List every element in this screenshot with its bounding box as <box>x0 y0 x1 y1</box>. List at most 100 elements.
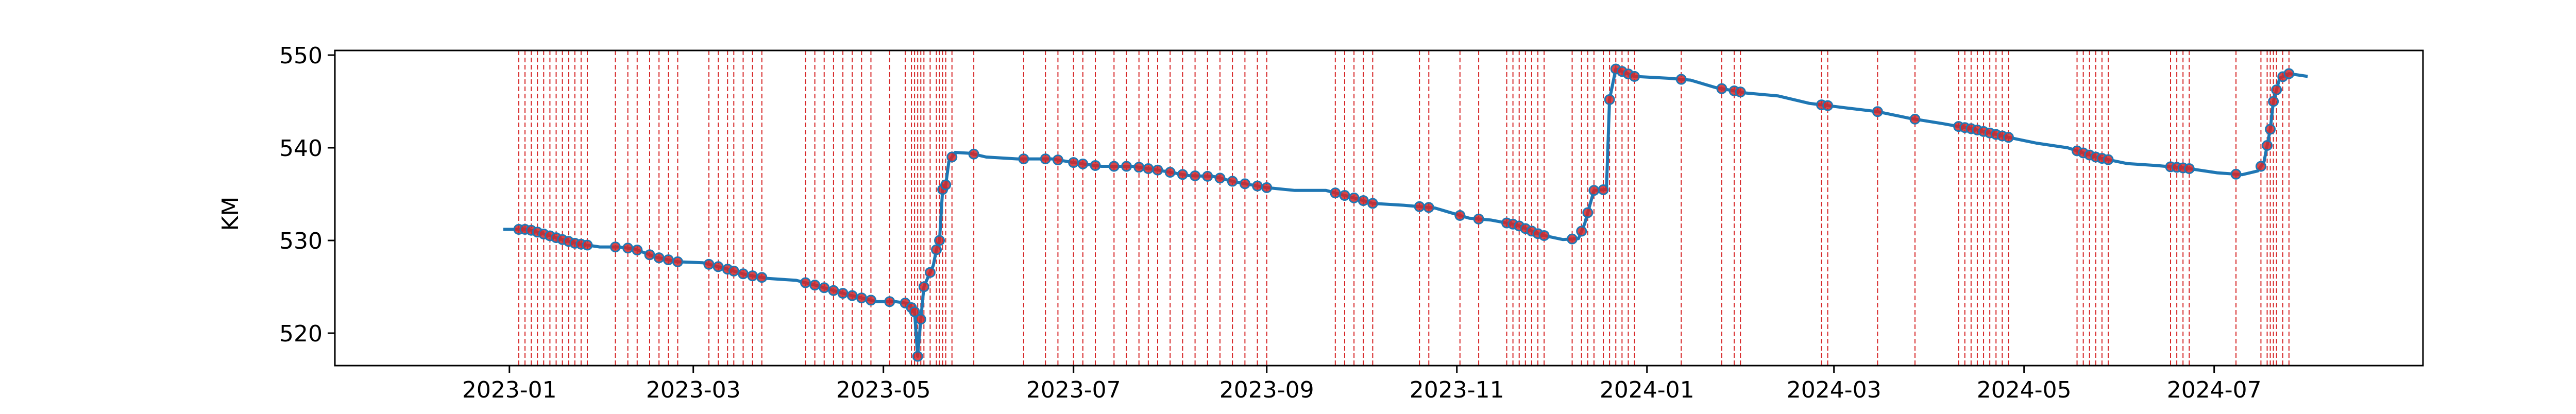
data-point <box>1252 180 1263 192</box>
data-point <box>713 261 724 272</box>
data-point <box>846 290 858 301</box>
data-point <box>2230 168 2242 180</box>
y-tick-label: 530 <box>279 228 323 254</box>
data-point <box>934 235 945 246</box>
axes-frame <box>334 49 2424 367</box>
data-point <box>2283 68 2295 79</box>
data-point <box>737 268 749 280</box>
data-point <box>1164 167 1176 178</box>
data-point <box>946 151 958 163</box>
data-point <box>703 258 715 270</box>
data-point <box>912 351 923 362</box>
y-axis: 520 530 540 550 <box>279 43 335 347</box>
data-point <box>1567 233 1578 245</box>
data-point <box>819 282 830 294</box>
data-point <box>2183 163 2195 174</box>
data-point <box>1108 161 1120 172</box>
data-point <box>918 281 929 292</box>
data-point <box>582 239 593 251</box>
data-point <box>1227 176 1238 187</box>
data-point <box>837 288 849 299</box>
data-point <box>2268 96 2279 107</box>
data-point <box>653 252 665 264</box>
data-point <box>1052 154 1063 166</box>
data-point <box>1202 170 1213 182</box>
data-point <box>1716 83 1727 94</box>
plot-area <box>503 50 2308 366</box>
y-axis-label: KM <box>217 197 244 231</box>
x-tick-label: 2024-03 <box>1787 377 1882 403</box>
data-point <box>1190 170 1201 181</box>
x-tick-label: 2023-01 <box>462 377 557 403</box>
data-point <box>672 256 683 267</box>
data-point <box>931 244 942 255</box>
x-tick-label: 2023-11 <box>1410 377 1504 403</box>
data-point <box>1582 207 1594 218</box>
y-tick-label: 540 <box>279 135 323 162</box>
data-point <box>1090 160 1101 171</box>
data-point <box>1068 157 1079 168</box>
data-point <box>1872 106 1883 117</box>
data-point <box>1423 202 1434 213</box>
data-point <box>809 280 821 291</box>
data-point <box>1414 201 1425 212</box>
data-point <box>884 296 895 307</box>
data-point <box>1909 113 1921 125</box>
data-point <box>1822 100 1834 111</box>
data-point <box>1538 230 1550 241</box>
data-point <box>1629 71 1640 82</box>
data-point <box>1177 169 1188 180</box>
x-tick-label: 2024-01 <box>1600 377 1694 403</box>
data-point <box>609 242 621 253</box>
data-point <box>1675 74 1687 85</box>
data-point <box>2103 154 2114 165</box>
data-point <box>2265 124 2276 135</box>
x-tick-label: 2023-05 <box>836 377 931 403</box>
data-point <box>1040 153 1051 165</box>
data-point <box>865 295 876 306</box>
data-point <box>756 272 768 283</box>
data-point <box>1133 162 1145 173</box>
data-point <box>644 249 655 261</box>
data-point <box>1367 198 1378 209</box>
data-point <box>856 292 867 304</box>
data-point <box>728 265 739 277</box>
y-tick-label: 520 <box>279 321 323 347</box>
x-tick-label: 2023-07 <box>1026 377 1121 403</box>
data-point <box>1598 184 1609 195</box>
data-point <box>915 314 926 325</box>
data-point <box>940 179 952 191</box>
data-point <box>968 148 979 160</box>
data-point <box>1604 94 1615 105</box>
data-point <box>1330 187 1341 199</box>
y-tick-label: 550 <box>279 43 323 69</box>
x-tick-label: 2023-09 <box>1219 377 1314 403</box>
data-point <box>1348 192 1360 203</box>
data-point <box>2255 161 2266 172</box>
data-point <box>924 267 936 278</box>
data-point <box>747 270 758 282</box>
data-point <box>1358 195 1369 206</box>
data-point <box>1214 173 1226 184</box>
data-point <box>828 285 839 296</box>
data-point <box>1077 158 1089 169</box>
data-point <box>2003 132 2014 143</box>
data-point <box>1576 226 1587 237</box>
data-point <box>1454 210 1466 221</box>
series-line <box>503 67 2308 358</box>
data-point <box>622 243 634 254</box>
data-point <box>1018 153 1029 165</box>
data-point <box>632 245 643 256</box>
data-point <box>800 277 811 288</box>
data-point <box>1735 87 1746 98</box>
data-point <box>2262 140 2273 151</box>
data-point <box>1261 182 1273 193</box>
data-point <box>1473 213 1484 225</box>
x-axis: 2023-01 2023-03 2023-05 2023-07 2023-09 2023-… <box>462 366 2262 403</box>
data-point <box>1121 161 1132 172</box>
data-point <box>1339 190 1350 201</box>
data-point <box>1143 163 1154 174</box>
data-point <box>2271 84 2282 95</box>
